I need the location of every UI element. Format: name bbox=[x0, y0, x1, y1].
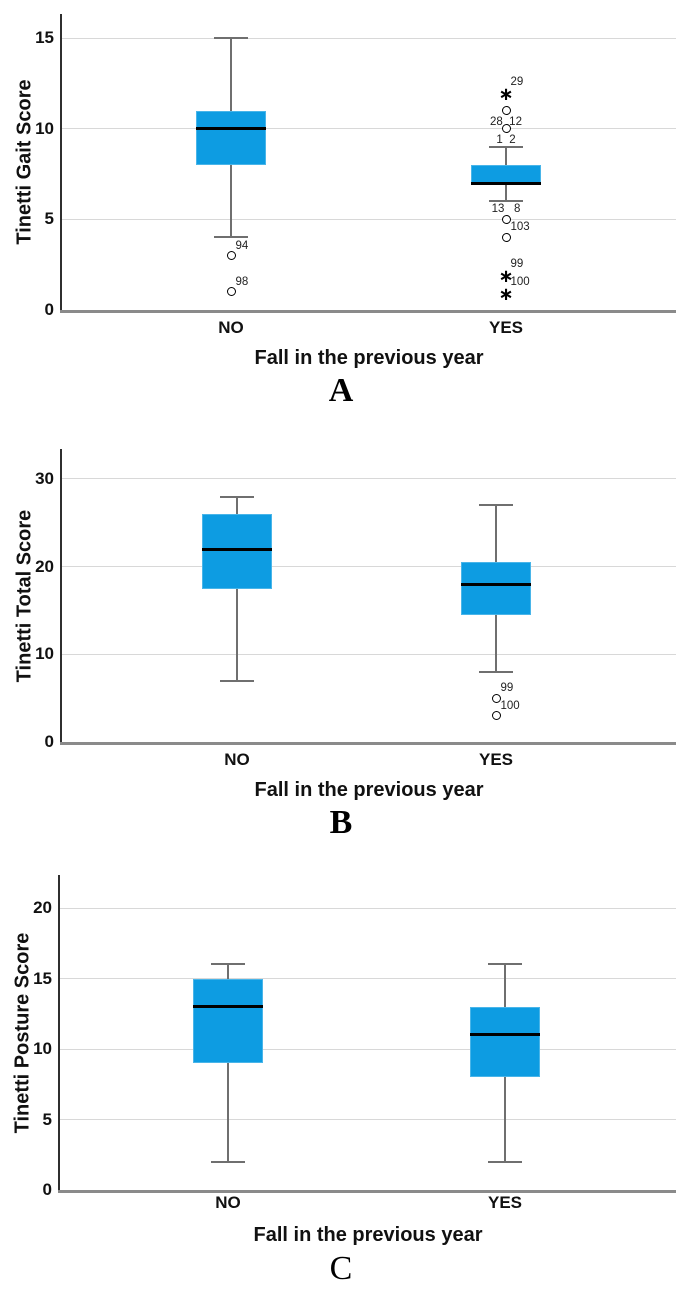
y-axis-line bbox=[60, 14, 62, 313]
whisker-cap-bottom bbox=[488, 1160, 522, 1163]
category-label-yes-c: YES bbox=[487, 1193, 523, 1212]
y-tick-label: 30 bbox=[35, 468, 54, 488]
outlier-star: ∗ bbox=[498, 84, 514, 106]
whisker-cap-top bbox=[211, 963, 245, 966]
whisker-cap-top bbox=[214, 37, 248, 39]
x-axis-line bbox=[58, 1190, 676, 1193]
box bbox=[196, 110, 266, 165]
x-axis-line bbox=[60, 742, 676, 745]
outlier-circle bbox=[226, 287, 236, 297]
median-line bbox=[461, 582, 531, 586]
y-tick-label: 5 bbox=[42, 1109, 52, 1129]
y-tick-label: 5 bbox=[44, 209, 54, 229]
y-tick-label: 10 bbox=[33, 1039, 52, 1059]
gridline bbox=[62, 218, 676, 220]
gridline bbox=[60, 1048, 676, 1050]
x-axis-title-b: Fall in the previous year bbox=[254, 779, 484, 801]
outlier-case-label: 99 bbox=[510, 257, 524, 270]
y-axis-title-c: Tinetti Posture Score bbox=[11, 932, 34, 1134]
whisker-cap-bottom bbox=[211, 1160, 245, 1163]
gridline bbox=[62, 566, 676, 568]
median-line bbox=[193, 1005, 263, 1009]
outlier-circle bbox=[501, 124, 511, 134]
category-label-yes-b: YES bbox=[478, 750, 514, 769]
outlier-case-label: 99 bbox=[500, 682, 514, 695]
panel-letter-a: A bbox=[328, 372, 354, 409]
x-axis-title-c: Fall in the previous year bbox=[253, 1224, 483, 1246]
whisker-line bbox=[227, 964, 229, 1162]
outlier-circle bbox=[501, 232, 511, 242]
gridline bbox=[60, 1119, 676, 1121]
whisker-line bbox=[236, 496, 238, 681]
gridline bbox=[62, 653, 676, 655]
outlier-circle bbox=[226, 251, 236, 261]
median-line bbox=[471, 181, 541, 185]
box bbox=[202, 514, 272, 589]
whisker-cap-top bbox=[488, 963, 522, 966]
y-tick-label: 10 bbox=[35, 118, 54, 138]
gridline bbox=[62, 478, 676, 480]
box bbox=[193, 978, 263, 1064]
category-label-no-c: NO bbox=[215, 1193, 241, 1212]
y-tick-label: 0 bbox=[44, 300, 54, 319]
median-line bbox=[196, 127, 266, 131]
whisker-cap-bottom bbox=[214, 236, 248, 239]
outlier-star: ∗ bbox=[498, 283, 514, 305]
outlier-case-label: 29 bbox=[510, 76, 524, 89]
whisker-cap-top bbox=[220, 495, 254, 498]
outlier-circle bbox=[501, 214, 511, 224]
gridline bbox=[60, 978, 676, 980]
category-label-no-b: NO bbox=[224, 750, 250, 769]
outlier-case-label: 28 12 bbox=[490, 116, 522, 129]
outlier-case-label: 1 2 bbox=[496, 134, 516, 147]
outlier-case-label: 100 bbox=[510, 275, 530, 288]
y-tick-label: 15 bbox=[35, 28, 54, 47]
category-label-no-a: NO bbox=[218, 318, 244, 337]
outlier-case-label: 13 8 bbox=[491, 203, 521, 216]
y-tick-label: 0 bbox=[44, 732, 54, 751]
outlier-case-label: 100 bbox=[500, 699, 520, 712]
y-tick-label: 20 bbox=[35, 556, 54, 576]
whisker-cap-bottom bbox=[220, 679, 254, 682]
y-tick-label: 20 bbox=[33, 898, 52, 918]
whisker-cap-bottom bbox=[489, 200, 523, 203]
outlier-star: ∗ bbox=[498, 265, 514, 287]
box bbox=[470, 1006, 540, 1078]
outlier-circle bbox=[491, 711, 501, 721]
median-line bbox=[470, 1033, 540, 1037]
box bbox=[471, 164, 541, 184]
median-line bbox=[202, 547, 272, 551]
gridline bbox=[62, 128, 676, 130]
y-axis-line bbox=[60, 449, 62, 745]
whisker-cap-top bbox=[479, 504, 513, 507]
outlier-case-label: 98 bbox=[235, 275, 249, 288]
x-axis-line bbox=[60, 310, 676, 313]
y-tick-label: 0 bbox=[42, 1180, 52, 1199]
outlier-circle bbox=[491, 693, 501, 703]
outlier-circle bbox=[501, 106, 511, 116]
outlier-case-label: 94 bbox=[235, 239, 249, 252]
outlier-case-label: 103 bbox=[510, 221, 530, 234]
whisker-cap-top bbox=[489, 145, 523, 148]
y-axis-line bbox=[58, 875, 60, 1193]
whisker-cap-bottom bbox=[479, 670, 513, 673]
y-tick-label: 15 bbox=[33, 968, 52, 988]
panel-letter-b: B bbox=[329, 804, 353, 841]
gridline bbox=[62, 37, 676, 39]
category-label-yes-a: YES bbox=[488, 318, 524, 337]
gridline bbox=[60, 907, 676, 909]
y-tick-label: 10 bbox=[35, 644, 54, 664]
panel-letter-c: C bbox=[329, 1250, 353, 1287]
box bbox=[461, 562, 531, 615]
x-axis-title-a: Fall in the previous year bbox=[254, 347, 484, 369]
